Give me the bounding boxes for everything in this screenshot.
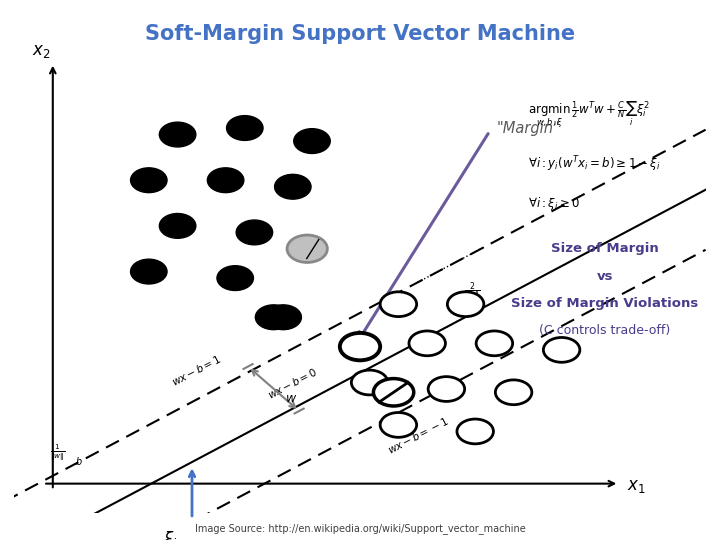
Text: $x_2$: $x_2$ (32, 42, 50, 59)
Circle shape (447, 292, 484, 316)
Circle shape (130, 168, 167, 193)
Circle shape (159, 122, 196, 147)
Circle shape (159, 213, 196, 238)
Text: $wx-b=0$: $wx-b=0$ (266, 365, 320, 401)
Text: $\forall i: y_i(w^T x_i = b) \geq 1 - \xi_i$: $\forall i: y_i(w^T x_i = b) \geq 1 - \x… (528, 154, 661, 174)
Circle shape (130, 259, 167, 284)
Text: Soft-Margin Support Vector Machine: Soft-Margin Support Vector Machine (145, 24, 575, 44)
Text: $\frac{2}{\|w\|}$: $\frac{2}{\|w\|}$ (464, 280, 480, 303)
Circle shape (380, 292, 417, 316)
Circle shape (457, 419, 493, 444)
Text: $\frac{1}{\|w\|}$: $\frac{1}{\|w\|}$ (50, 443, 66, 463)
Circle shape (236, 220, 273, 245)
Text: Image Source: http://en.wikipedia.org/wiki/Support_vector_machine: Image Source: http://en.wikipedia.org/wi… (194, 523, 526, 534)
Circle shape (374, 379, 414, 406)
Text: vs: vs (597, 269, 613, 282)
Circle shape (207, 168, 244, 193)
Circle shape (476, 331, 513, 356)
Circle shape (380, 413, 417, 437)
Text: $\xi_i$: $\xi_i$ (163, 529, 178, 540)
Text: $w$: $w$ (285, 392, 297, 405)
Text: "Margin": "Margin" (496, 120, 560, 136)
Circle shape (409, 331, 446, 356)
Text: $b$: $b$ (75, 455, 83, 468)
Circle shape (287, 235, 328, 262)
Text: (C controls trade-off): (C controls trade-off) (539, 325, 670, 338)
Circle shape (217, 266, 253, 291)
Text: Size of Margin Violations: Size of Margin Violations (511, 297, 698, 310)
Circle shape (340, 333, 380, 360)
Circle shape (495, 380, 532, 404)
Circle shape (274, 174, 311, 199)
Text: $wx-b=1$: $wx-b=1$ (170, 352, 224, 388)
Text: $\forall i: \xi_i \geq 0$: $\forall i: \xi_i \geq 0$ (528, 194, 580, 212)
Circle shape (351, 370, 388, 395)
Circle shape (544, 338, 580, 362)
Text: Size of Margin: Size of Margin (551, 242, 659, 255)
Circle shape (294, 129, 330, 153)
Circle shape (256, 305, 292, 329)
Circle shape (428, 376, 464, 401)
Text: $x_1$: $x_1$ (627, 477, 646, 495)
Text: $\underset{w,b,\xi}{\mathrm{argmin}}\,\frac{1}{2}w^T w + \frac{C}{N}\sum_i \xi_i: $\underset{w,b,\xi}{\mathrm{argmin}}\,\f… (528, 99, 650, 131)
Circle shape (227, 116, 263, 140)
Circle shape (265, 305, 302, 329)
Text: $wx-b=-1$: $wx-b=-1$ (385, 414, 450, 456)
